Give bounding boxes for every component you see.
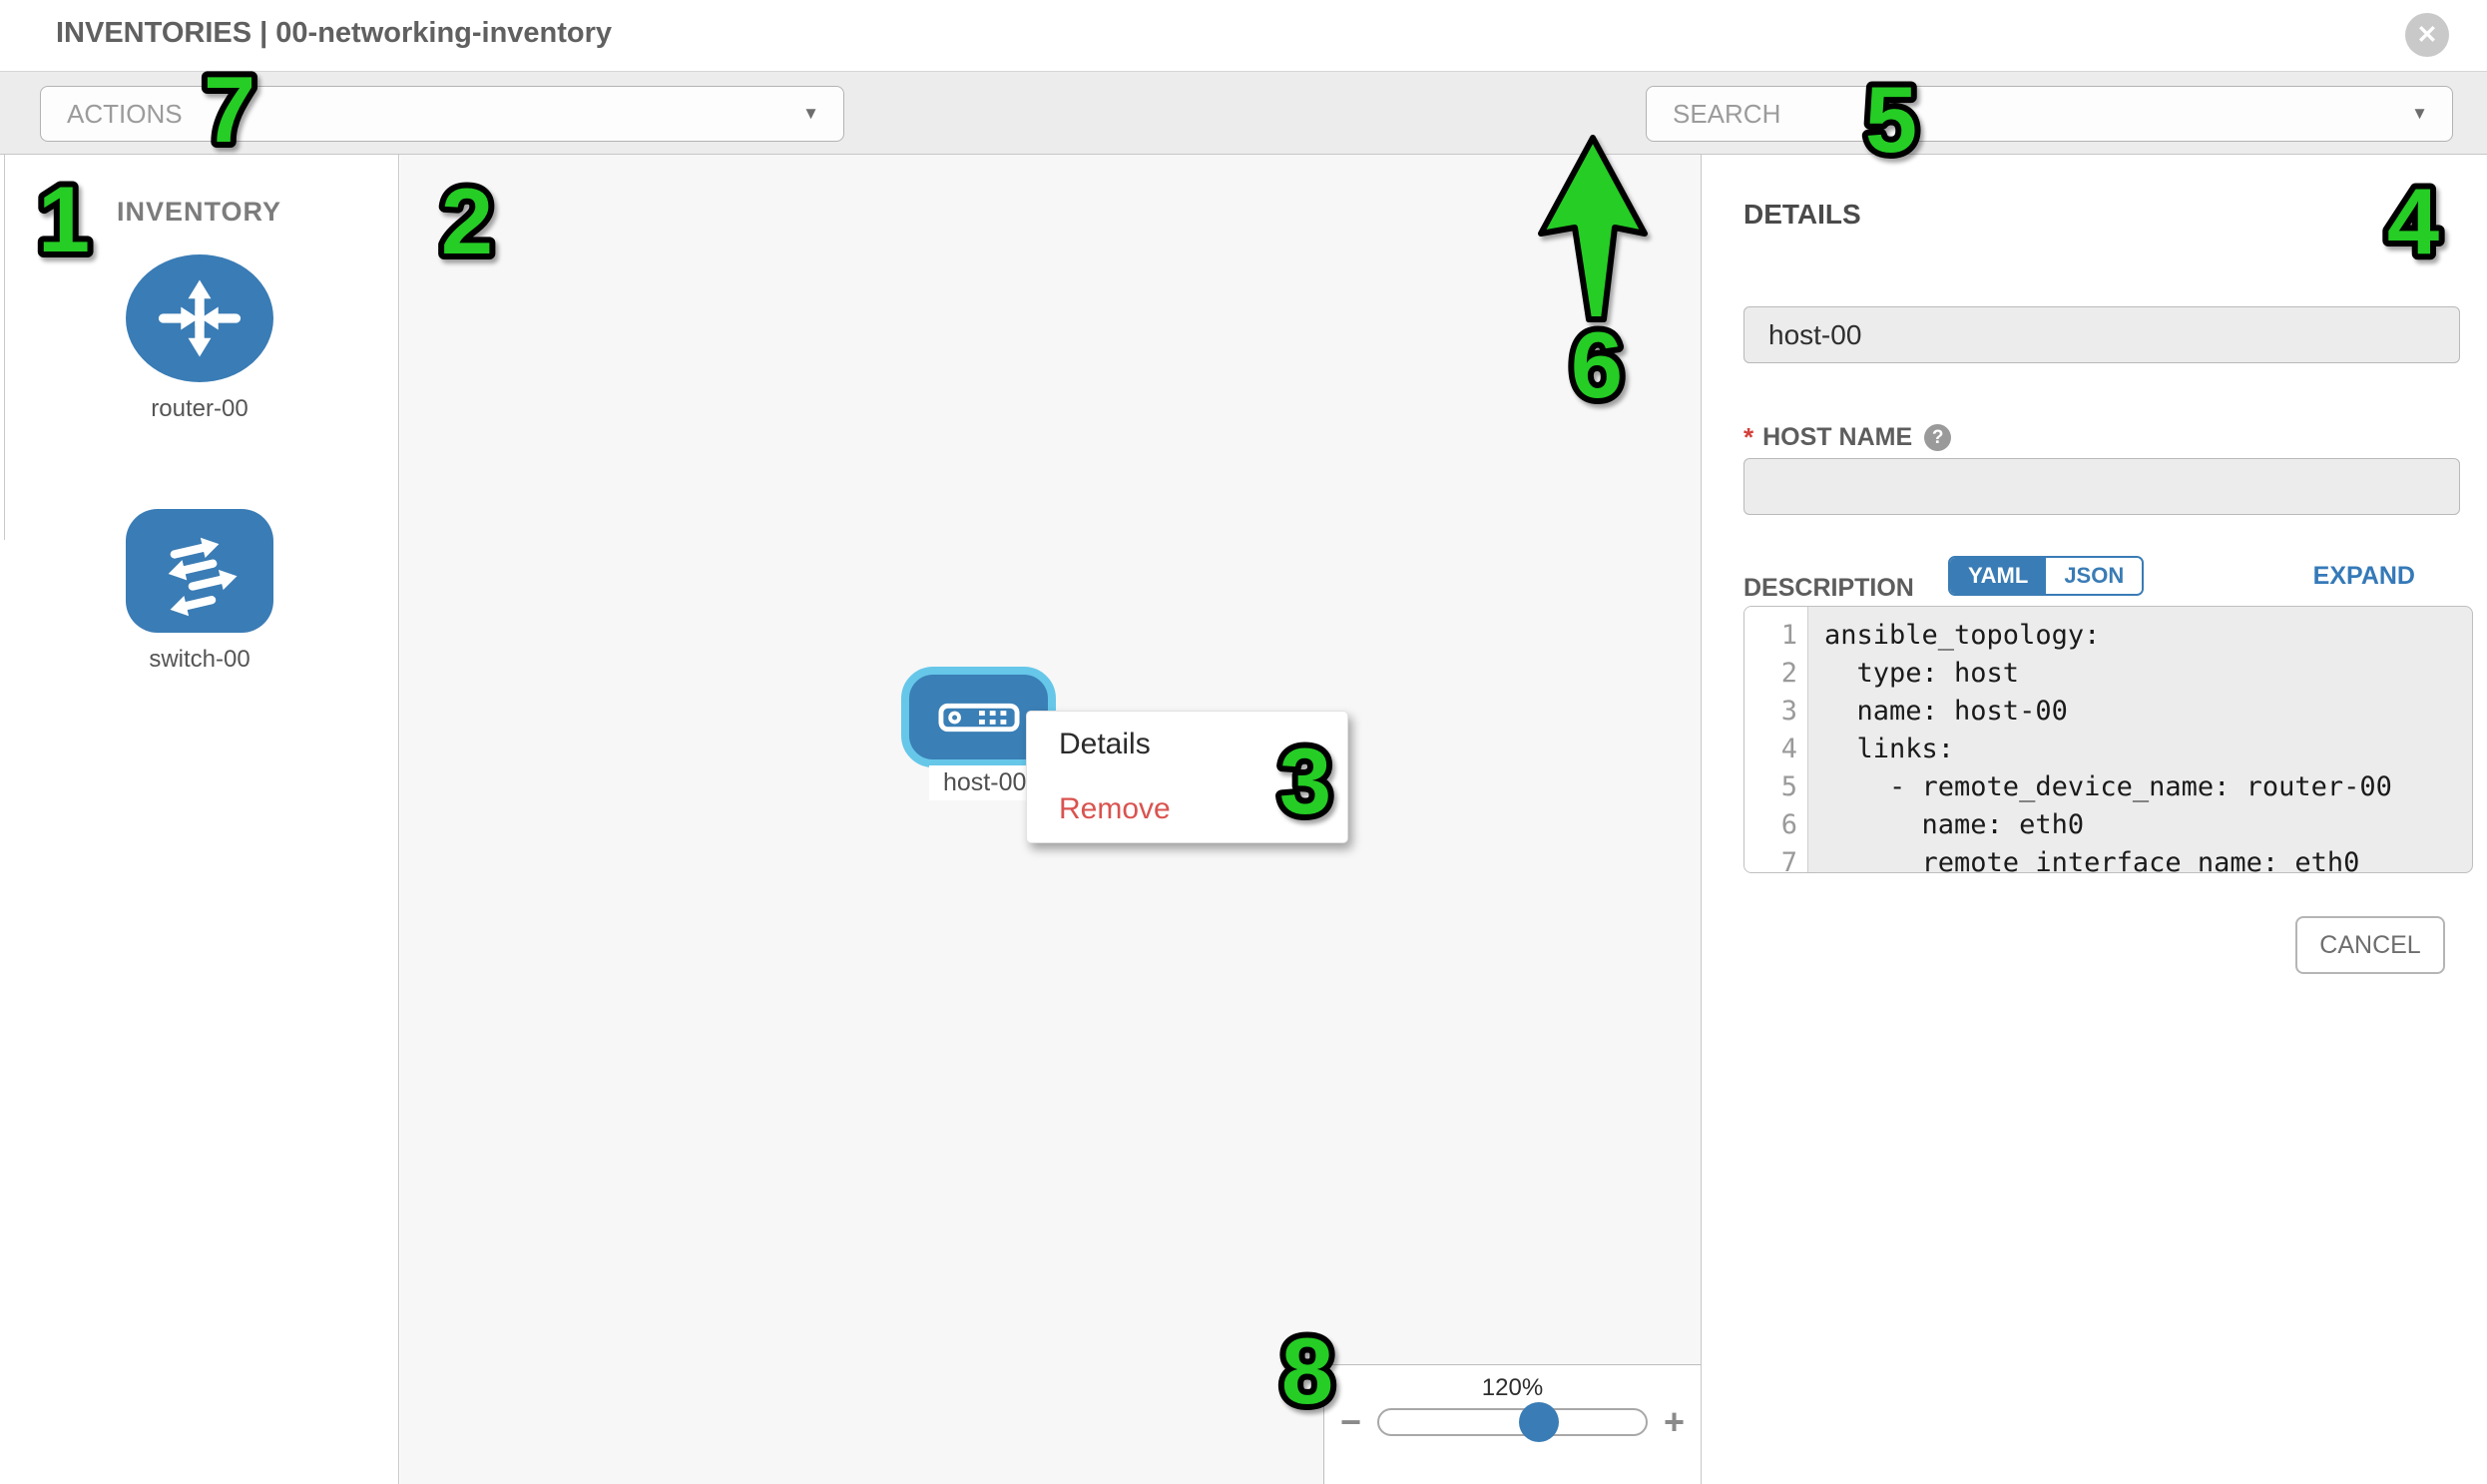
host-name-label-row: * HOST NAME ? [1743, 422, 1952, 453]
sidebar-item-switch[interactable]: switch-00 [0, 509, 399, 674]
menu-item-remove[interactable]: Remove [1059, 791, 1171, 825]
node-context-menu: Details Remove [1026, 711, 1348, 843]
zoom-slider-thumb[interactable] [1519, 1402, 1560, 1442]
code-line: name: eth0 [1824, 809, 2085, 840]
zoom-out-button[interactable]: − [1340, 1401, 1362, 1442]
actions-dropdown[interactable]: ACTIONS ▼ [40, 86, 844, 142]
sidebar-title: INVENTORY [116, 197, 282, 227]
code-line: - remote_device_name: router-00 [1824, 771, 2392, 802]
line-number: 5 [1780, 771, 1797, 802]
variables-format-toggle: YAML JSON [1948, 556, 2145, 596]
sidebar-item-router[interactable]: router-00 [0, 254, 399, 423]
line-number: 2 [1780, 658, 1797, 689]
description-label: DESCRIPTION [1743, 574, 1914, 602]
code-line: type: host [1824, 658, 2020, 689]
zoom-control: 120% − + [1323, 1364, 1701, 1484]
host-name-label: HOST NAME [1762, 423, 1913, 451]
toggle-json[interactable]: JSON [2046, 558, 2143, 594]
zoom-level-value: 120% [1481, 1374, 1544, 1401]
search-dropdown-label: SEARCH [1673, 98, 1781, 129]
description-label-row: DESCRIPTION [1743, 574, 1914, 603]
sidebar-item-label: router-00 [151, 395, 249, 422]
zoom-in-button[interactable]: + [1663, 1401, 1685, 1442]
chevron-down-icon: ▼ [802, 104, 819, 123]
toggle-yaml[interactable]: YAML [1950, 558, 2047, 594]
switch-icon [126, 509, 273, 633]
line-number: 6 [1780, 809, 1797, 840]
editor-code-area: ansible_topology: type: host name: host-… [1808, 607, 2472, 872]
menu-item-details[interactable]: Details [1059, 727, 1151, 760]
zoom-slider-track[interactable] [1377, 1402, 1648, 1442]
page-header: INVENTORIES | 00-networking-inventory ✕ [0, 0, 2487, 72]
topology-canvas[interactable]: host-00 Details Remove 120% − + [400, 155, 1702, 1484]
toolbar: ACTIONS ▼ SEARCH ▼ [0, 72, 2487, 215]
required-asterisk: * [1743, 422, 1754, 452]
variables-code-editor[interactable]: 1 2 3 4 5 6 7 ansible_topology: type: ho… [1743, 606, 2473, 873]
actions-dropdown-label: ACTIONS [67, 98, 183, 129]
close-button[interactable]: ✕ [2405, 13, 2449, 57]
host-node-label: host-00 [929, 765, 1041, 800]
page-title: INVENTORIES | 00-networking-inventory [56, 17, 613, 49]
chevron-down-icon: ▼ [2411, 104, 2428, 123]
expand-link[interactable]: EXPAND [2312, 562, 2415, 590]
code-line: remote_interface_name: eth0 [1824, 847, 2360, 873]
router-icon [126, 254, 273, 382]
details-panel: DETAILS * HOST NAME ? DESCRIPTION VARIAB… [1703, 155, 2487, 1484]
sidebar-item-label: switch-00 [149, 646, 250, 673]
description-input[interactable] [1743, 458, 2460, 515]
cancel-button[interactable]: CANCEL [2295, 916, 2445, 974]
code-line: ansible_topology: [1824, 620, 2101, 651]
code-line: links: [1824, 734, 1955, 764]
inventory-sidebar: INVENTORY router-00 [0, 155, 399, 1484]
help-icon[interactable]: ? [1924, 424, 1952, 451]
search-dropdown[interactable]: SEARCH ▼ [1646, 86, 2453, 142]
close-icon: ✕ [2416, 21, 2438, 49]
line-number: 1 [1780, 620, 1797, 651]
host-icon [937, 703, 1020, 732]
editor-line-numbers: 1 2 3 4 5 6 7 [1744, 607, 1808, 872]
line-number: 4 [1780, 734, 1797, 764]
line-number: 7 [1780, 847, 1797, 873]
details-panel-title: DETAILS [1743, 199, 1861, 230]
line-number: 3 [1780, 696, 1797, 727]
drawer-edge-divider [4, 155, 5, 540]
host-name-input[interactable] [1743, 306, 2460, 363]
code-line: name: host-00 [1824, 696, 2068, 727]
